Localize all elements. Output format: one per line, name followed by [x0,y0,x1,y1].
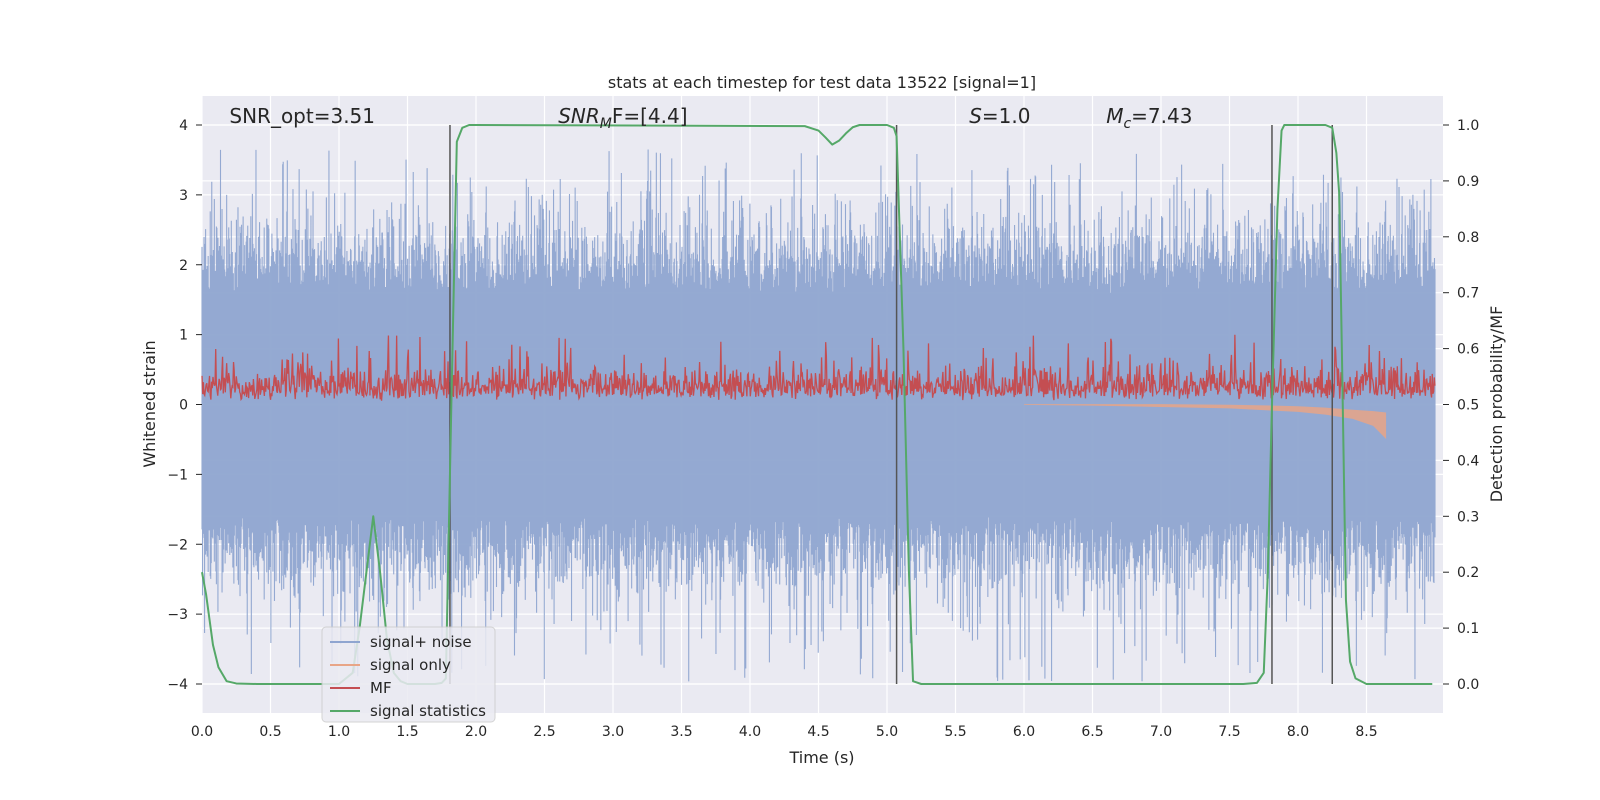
x-tick-label: 5.5 [944,724,966,740]
annotations: SNR_opt=3.51 SNRMF=[4.4] S=1.0 Mc=7.43 [229,104,1192,132]
x-tick-label: 2.5 [533,724,555,740]
y-tick-label: 0 [179,398,188,414]
x-tick-label: 3.0 [602,724,624,740]
series-signal-statistics [201,124,1433,685]
mf-line [201,334,1436,402]
annotation-sub: c [1123,116,1131,132]
y-tick-label-right: 0.0 [1457,677,1479,693]
x-tick-label: 1.5 [396,724,418,740]
annotation-snr-mf: SNRMF=[4.4] [558,104,687,132]
x-tick-label: 6.5 [1081,724,1103,740]
chart-title: stats at each timestep for test data 135… [608,73,1036,92]
x-tick-label: 4.5 [807,724,829,740]
y-tick-label: 3 [179,188,188,204]
y-tick-label-right: 1.0 [1457,118,1479,134]
x-tick-label: 8.0 [1287,724,1309,740]
x-tick-label: 1.0 [328,724,350,740]
signal-only-line [1023,404,1387,440]
legend-label: signal only [370,656,451,674]
x-ticks: 0.0 0.5 1.0 1.5 2.0 2.5 3.0 3.5 4.0 4.5 5.0 5.5 6.0 6… [191,724,1378,740]
annotation-rest: =1.0 [982,104,1031,128]
x-tick-label: 4.0 [739,724,761,740]
y-tick-label-right: 0.7 [1457,286,1479,302]
legend-box [321,626,496,723]
legend-label: signal statistics [370,702,486,720]
y-tick-label-right: 0.9 [1457,174,1479,190]
annotation-s-value: S=1.0 [969,104,1030,128]
y-tick-label: 2 [179,258,188,274]
y-tick-label-right: 0.2 [1457,565,1479,581]
legend-label: signal+ noise [370,633,472,651]
legend-label: MF [370,679,392,697]
y-tick-label: −1 [167,467,188,483]
y-tick-label-right: 0.8 [1457,230,1479,246]
x-tick-label: 0.5 [259,724,281,740]
y-ticks-right: 0.0 0.1 0.2 0.3 0.4 0.5 0.6 0.7 0.8 0.9 1.0 [1443,118,1479,693]
x-axis-label: Time (s) [788,748,854,767]
x-tick-label: 8.5 [1355,724,1377,740]
series-mf [201,334,1436,402]
x-tick-label: 6.0 [1013,724,1035,740]
signal-statistics-line [201,124,1433,685]
x-tick-label: 0.0 [191,724,213,740]
y-tick-label: −4 [167,677,188,693]
annotation-sub: M [600,116,612,132]
y-ticks-left: −4 −3 −2 −1 0 1 2 3 4 [167,118,202,693]
detection-markers [449,125,1333,684]
y-tick-label-right: 0.5 [1457,398,1479,414]
y-tick-label: 1 [179,328,188,344]
series-signal-only [1023,404,1387,440]
y-tick-label: −3 [167,607,188,623]
legend: signal+ noise signal only MF signal statist… [321,626,496,723]
x-tick-label: 7.5 [1218,724,1240,740]
y-tick-label-right: 0.3 [1457,509,1479,525]
y-tick-label-right: 0.4 [1457,453,1479,469]
x-tick-label: 5.0 [876,724,898,740]
y-tick-label: −2 [167,537,188,553]
annotation-snr-opt: SNR_opt=3.51 [229,104,375,128]
y-tick-label-right: 0.6 [1457,342,1479,358]
x-tick-label: 3.5 [670,724,692,740]
y-axis-label-left: Whitened strain [140,340,159,467]
y-axis-label-right: Detection probability/MF [1487,306,1506,503]
annotation-base: S [969,104,982,128]
annotation-rest: F=[4.4] [612,104,688,128]
x-tick-label: 7.0 [1150,724,1172,740]
annotation-rest: =7.43 [1131,104,1192,128]
annotation-base: M [1106,104,1123,128]
annotation-mc-value: Mc=7.43 [1106,104,1192,132]
y-tick-label: 4 [179,118,188,134]
x-tick-label: 2.0 [465,724,487,740]
annotation-base: SNR [558,104,600,128]
y-tick-label-right: 0.1 [1457,621,1479,637]
